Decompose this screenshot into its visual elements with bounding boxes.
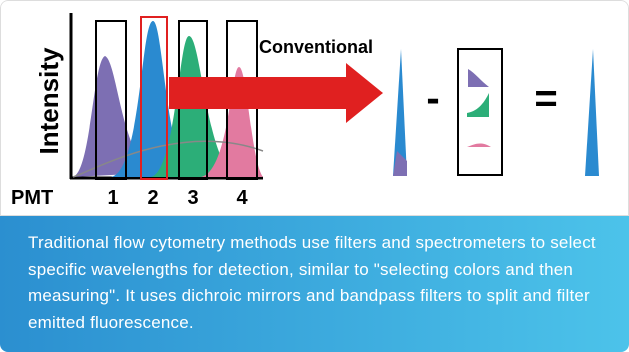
component-purple <box>468 69 489 87</box>
minus-sign: - <box>426 77 439 121</box>
channel-label: 1 <box>107 187 118 209</box>
component-green <box>467 93 489 117</box>
equals-sign: = <box>534 77 557 121</box>
component-pink <box>467 144 491 147</box>
channel-label: 3 <box>187 187 198 209</box>
y-axis-label: Intensity <box>34 47 64 154</box>
result-spike <box>585 49 599 176</box>
channel-label: 4 <box>236 187 248 209</box>
card: Intensity Conventional PMT 1 2 3 4 - = T… <box>0 0 629 352</box>
detector-label: PMT <box>11 187 53 209</box>
channel-label: 2 <box>147 187 158 209</box>
caption: Traditional flow cytometry methods use f… <box>0 216 629 352</box>
figure: Intensity Conventional PMT 1 2 3 4 - = <box>0 0 629 216</box>
arrow-label: Conventional <box>259 37 373 57</box>
